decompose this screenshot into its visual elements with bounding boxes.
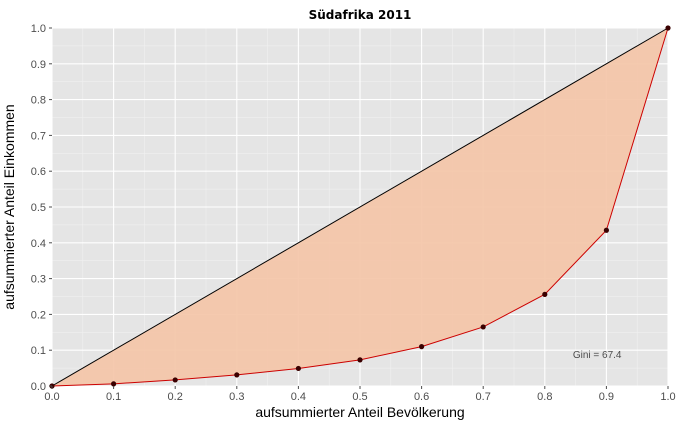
lorenz-point [480,324,486,330]
y-tick-label: 0.2 [31,309,46,321]
lorenz-point [357,357,363,363]
y-tick-label: 0.0 [31,381,46,393]
y-tick-label: 1.0 [31,23,46,35]
gini-annotation: Gini = 67.4 [573,350,622,361]
lorenz-point [665,25,671,31]
chart-title: Südafrika 2011 [309,8,412,22]
x-tick-label: 0.1 [106,391,121,403]
lorenz-point [419,344,425,350]
lorenz-point [172,377,178,383]
y-axis-title: aufsummierter Anteil Einkommen [1,104,17,309]
lorenz-points [49,25,671,389]
y-tick-label: 0.5 [31,202,46,214]
y-tick-label: 0.7 [31,130,46,142]
y-tick-label: 0.3 [31,274,46,286]
equality-line [51,27,669,387]
y-tick-label: 0.1 [31,345,46,357]
lorenz-point [295,365,301,372]
x-tick-label: 0.4 [291,391,306,403]
lorenz-point [111,381,117,387]
x-tick-label: 0.0 [44,391,59,403]
x-tick-label: 0.3 [229,391,244,403]
x-tick-label: 1.0 [660,391,675,403]
x-tick-label: 0.6 [414,391,429,403]
lorenz-point [603,227,610,233]
y-tick-label: 0.4 [31,238,46,250]
y-tick-label: 0.8 [31,95,46,107]
y-axis-ticks: 0.0 0.1 0.2 0.3 0.4 0.5 0.6 0.7 0.8 0.9 1.0 [31,23,52,393]
x-tick-label: 0.2 [168,391,183,403]
lorenz-point [542,291,548,297]
x-tick-label: 0.8 [537,391,552,403]
x-tick-label: 0.7 [476,391,491,403]
x-tick-label: 0.5 [352,391,367,403]
lorenz-point [234,372,240,378]
x-axis-title: aufsummierter Anteil Bevölkerung [255,404,464,420]
y-tick-label: 0.9 [31,59,46,71]
x-tick-label: 0.9 [599,391,614,403]
x-axis-ticks: 0.0 0.1 0.2 0.3 0.4 0.5 0.6 0.7 0.8 0.9 1.0 [44,386,676,403]
y-tick-label: 0.6 [31,166,46,178]
